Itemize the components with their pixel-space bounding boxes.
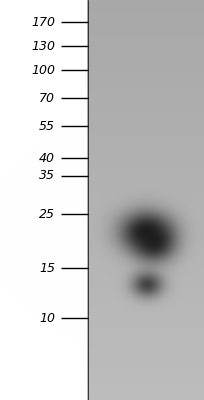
Text: 100: 100 <box>31 64 55 76</box>
Text: 15: 15 <box>39 262 55 274</box>
Text: 25: 25 <box>39 208 55 220</box>
Text: 130: 130 <box>31 40 55 52</box>
Text: 10: 10 <box>39 312 55 324</box>
Text: 55: 55 <box>39 120 55 132</box>
Text: 35: 35 <box>39 170 55 182</box>
Text: 170: 170 <box>31 16 55 28</box>
Text: 40: 40 <box>39 152 55 164</box>
Text: 70: 70 <box>39 92 55 104</box>
